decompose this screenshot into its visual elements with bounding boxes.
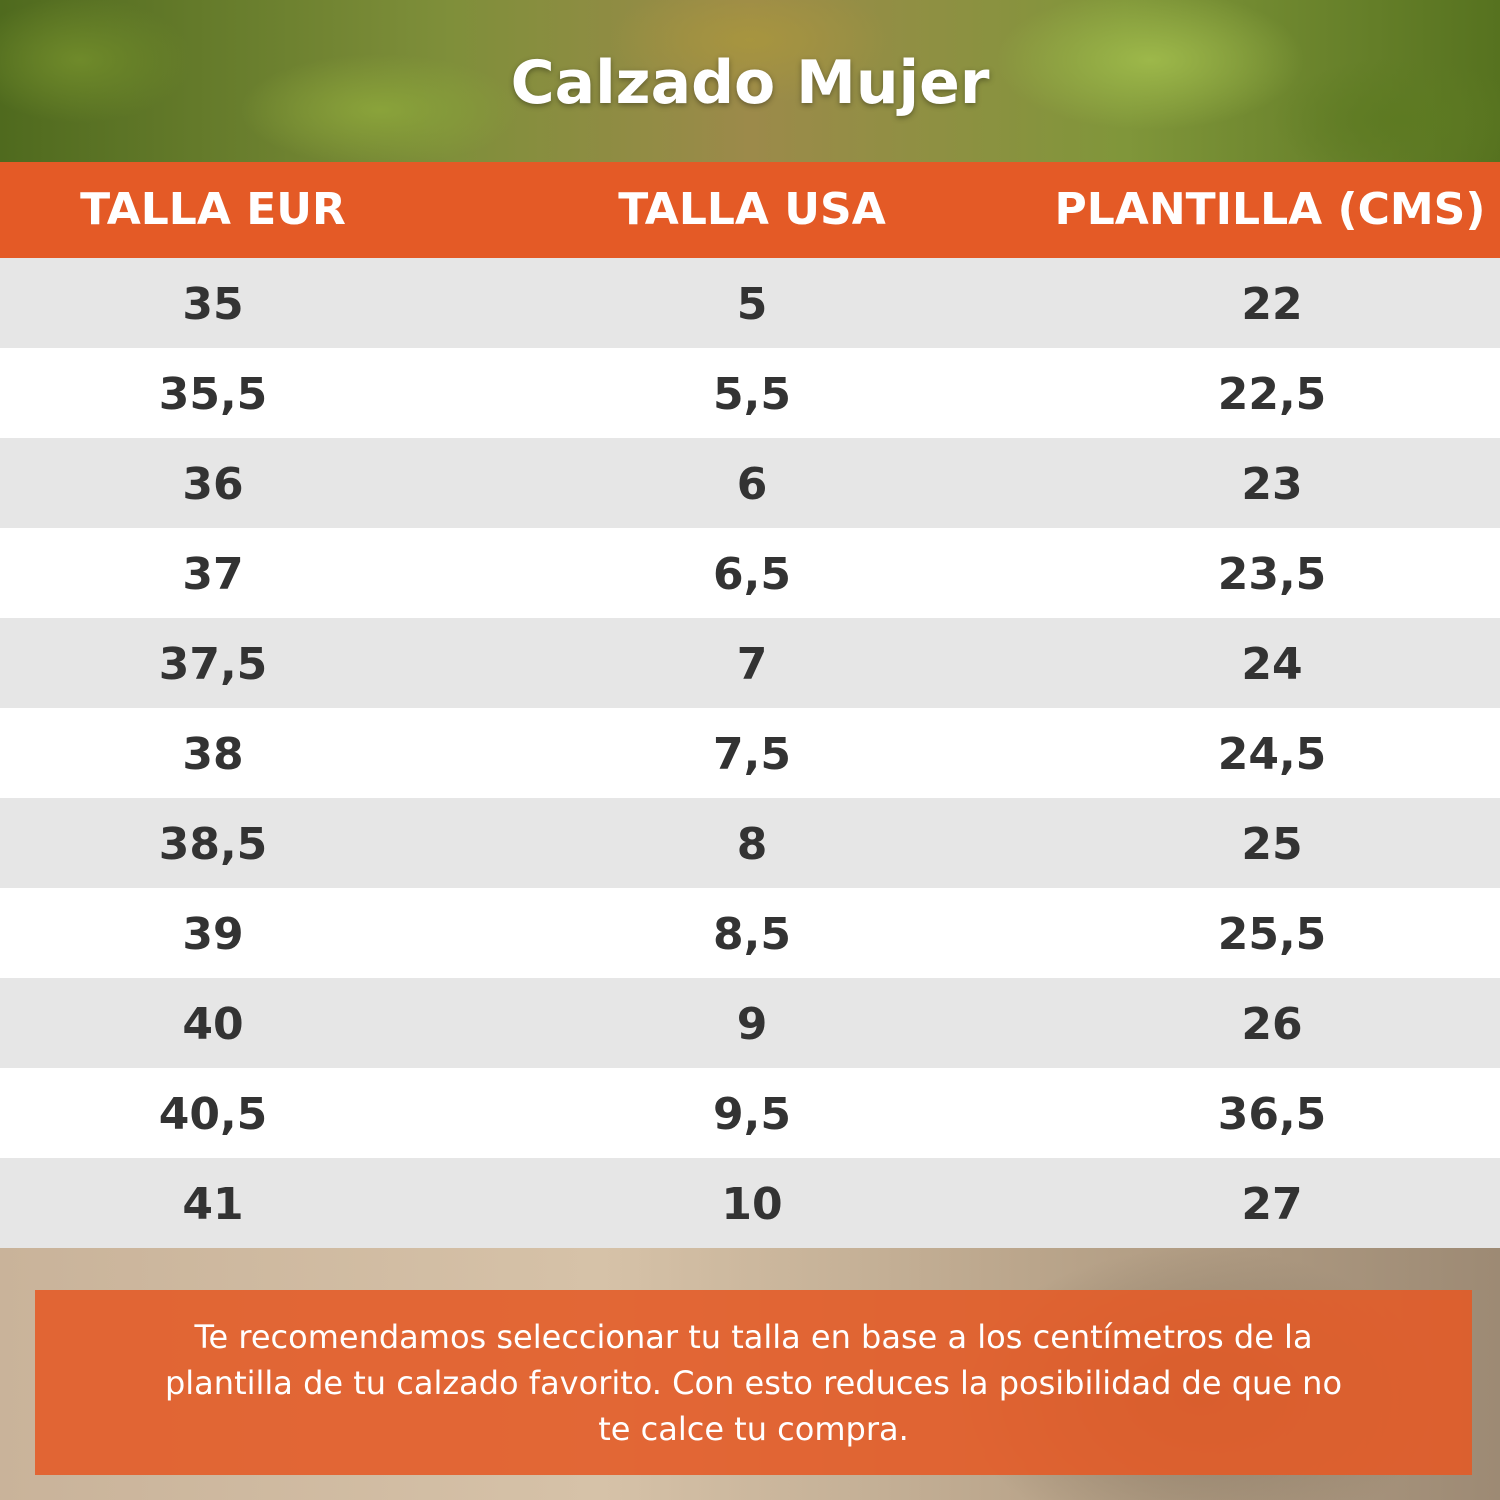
table-row: 37 6,5 23,5 xyxy=(0,528,1500,618)
insole-cm-cell: 23,5 xyxy=(1217,549,1327,600)
table-row: 38 7,5 24,5 xyxy=(0,708,1500,798)
eur-size-cell: 40 xyxy=(182,999,244,1050)
page-title: Calzado Mujer xyxy=(510,48,990,118)
header-talla-usa: TALLA USA xyxy=(618,184,886,235)
insole-cm-cell: 36,5 xyxy=(1217,1089,1327,1140)
eur-size-cell: 36 xyxy=(182,459,244,510)
header-plantilla: PLANTILLA (CMS) xyxy=(1054,184,1486,235)
eur-size-cell: 39 xyxy=(182,909,244,960)
insole-cm-cell: 22 xyxy=(1241,279,1303,330)
insole-cm-cell: 22,5 xyxy=(1217,369,1327,420)
insole-cm-cell: 26 xyxy=(1241,999,1303,1050)
usa-size-cell: 8 xyxy=(736,819,768,870)
usa-size-cell: 5,5 xyxy=(713,369,791,420)
table-row: 40,5 9,5 36,5 xyxy=(0,1068,1500,1158)
header-talla-eur: TALLA EUR xyxy=(80,184,346,235)
usa-size-cell: 9 xyxy=(736,999,768,1050)
eur-size-cell: 37,5 xyxy=(158,639,268,690)
table-row: 39 8,5 25,5 xyxy=(0,888,1500,978)
eur-size-cell: 41 xyxy=(182,1179,244,1230)
table-header: TALLA EUR TALLA USA PLANTILLA (CMS) xyxy=(0,162,1500,258)
table-row: 41 10 27 xyxy=(0,1158,1500,1248)
usa-size-cell: 5 xyxy=(736,279,768,330)
insole-cm-cell: 23 xyxy=(1241,459,1303,510)
table-row: 40 9 26 xyxy=(0,978,1500,1068)
eur-size-cell: 37 xyxy=(182,549,244,600)
eur-size-cell: 35 xyxy=(182,279,244,330)
table-row: 35 5 22 xyxy=(0,258,1500,348)
table-row: 36 6 23 xyxy=(0,438,1500,528)
insole-cm-cell: 25,5 xyxy=(1217,909,1327,960)
eur-size-cell: 38 xyxy=(182,729,244,780)
usa-size-cell: 8,5 xyxy=(713,909,791,960)
table-row: 37,5 7 24 xyxy=(0,618,1500,708)
table-row: 35,5 5,5 22,5 xyxy=(0,348,1500,438)
foliage-background xyxy=(0,0,1500,162)
insole-cm-cell: 27 xyxy=(1241,1179,1303,1230)
recommendation-text: Te recomendamos seleccionar tu talla en … xyxy=(164,1317,1343,1448)
insole-cm-cell: 24,5 xyxy=(1217,729,1327,780)
eur-size-cell: 40,5 xyxy=(158,1089,268,1140)
usa-size-cell: 7 xyxy=(736,639,768,690)
recommendation-box: Te recomendamos seleccionar tu talla en … xyxy=(35,1290,1472,1475)
insole-cm-cell: 24 xyxy=(1241,639,1303,690)
eur-size-cell: 38,5 xyxy=(158,819,268,870)
size-table-body: 35 5 22 35,5 5,5 22,5 36 6 23 37 6,5 23,5 37,5 7 24 38 7… xyxy=(0,258,1500,1248)
eur-size-cell: 35,5 xyxy=(158,369,268,420)
usa-size-cell: 9,5 xyxy=(713,1089,791,1140)
insole-cm-cell: 25 xyxy=(1241,819,1303,870)
usa-size-cell: 7,5 xyxy=(713,729,791,780)
usa-size-cell: 6 xyxy=(736,459,768,510)
usa-size-cell: 10 xyxy=(721,1179,783,1230)
table-row: 38,5 8 25 xyxy=(0,798,1500,888)
usa-size-cell: 6,5 xyxy=(713,549,791,600)
